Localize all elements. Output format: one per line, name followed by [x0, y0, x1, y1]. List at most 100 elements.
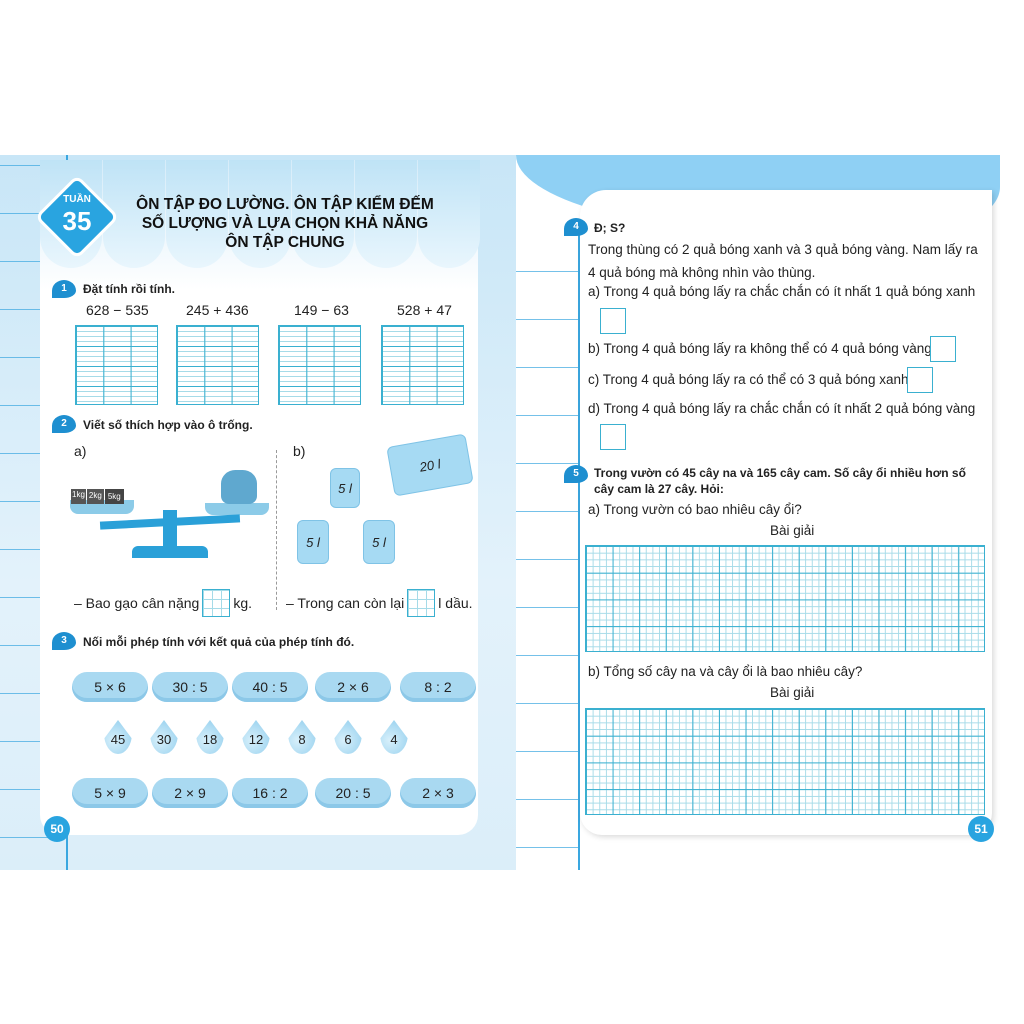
scale-pan-right — [205, 503, 269, 515]
problem: 245 + 436 — [186, 302, 249, 318]
weight-1kg: 1kg — [71, 489, 86, 504]
true-false-box[interactable] — [907, 367, 933, 393]
answer-grid[interactable] — [381, 325, 464, 405]
expression-cloud[interactable]: 30 : 5 — [152, 663, 228, 702]
awning-scallop — [229, 160, 291, 268]
ruled-line — [0, 213, 66, 214]
part-label: b) — [293, 443, 306, 459]
exercise-number: 3 — [52, 632, 76, 650]
answer-grid[interactable] — [75, 325, 158, 405]
awning-scallop — [292, 160, 354, 268]
expression-cloud[interactable]: 8 : 2 — [400, 663, 476, 702]
divider — [276, 450, 277, 610]
answer-grid[interactable] — [176, 325, 259, 405]
exercise-number: 1 — [52, 280, 76, 298]
page-number-right: 51 — [968, 816, 994, 842]
ruled-line — [0, 741, 66, 742]
true-false-box[interactable] — [600, 424, 626, 450]
ruled-line — [516, 751, 578, 752]
solution-label: Bài giải — [770, 685, 815, 700]
sentence-text: – Trong can còn lại — [286, 595, 405, 611]
page-title: ÔN TẬP ĐO LƯỜNG. ÔN TẬP KIỂM ĐẾM SỐ LƯỢN… — [120, 195, 450, 252]
intro-line: Trong thùng có 2 quả bóng xanh và 3 quả … — [588, 242, 978, 257]
ruled-line — [0, 837, 66, 838]
awning-scallop — [418, 160, 480, 268]
ruled-line — [0, 501, 66, 502]
expression-cloud[interactable]: 16 : 2 — [232, 769, 308, 808]
answer-box[interactable] — [202, 589, 231, 617]
small-can: 5 l — [330, 468, 360, 508]
expression-cloud[interactable]: 5 × 9 — [72, 769, 148, 808]
ruled-line — [0, 597, 66, 598]
sentence-text: – Bao gạo cân nặng — [74, 595, 200, 611]
ruled-line — [516, 319, 578, 320]
true-false-box[interactable] — [600, 308, 626, 334]
expression-cloud[interactable]: 5 × 6 — [72, 663, 148, 702]
exercise-number: 5 — [564, 465, 588, 483]
exercise-heading: Đ; S? — [594, 221, 626, 235]
expression-cloud[interactable]: 20 : 5 — [315, 769, 391, 808]
ruled-line — [516, 511, 578, 512]
problem: 528 + 47 — [397, 302, 452, 318]
statement-b: b) Trong 4 quả bóng lấy ra không thể có … — [588, 341, 932, 356]
weight-2kg: 2kg — [86, 489, 104, 504]
small-can-label: 5 l — [306, 535, 320, 550]
rice-bag-icon — [221, 470, 257, 504]
ex4-intro: Trong thùng có 2 quả bóng xanh và 3 quả … — [588, 238, 978, 284]
statement-c: c) Trong 4 quả bóng lấy ra có thể có 3 q… — [588, 372, 909, 387]
sentence-unit: l dầu. — [438, 595, 473, 611]
ruled-line — [516, 367, 578, 368]
ruled-line — [516, 607, 578, 608]
ruled-line — [0, 645, 66, 646]
ruled-line — [516, 271, 578, 272]
expression-cloud[interactable]: 2 × 9 — [152, 769, 228, 808]
scale-base — [132, 546, 208, 558]
small-can-label: 5 l — [338, 481, 352, 496]
ruled-line — [0, 405, 66, 406]
solution-grid-b[interactable] — [585, 708, 985, 815]
small-can: 5 l — [297, 520, 329, 564]
true-false-box[interactable] — [930, 336, 956, 362]
title-line: ÔN TẬP CHUNG — [225, 234, 345, 251]
solution-grid-a[interactable] — [585, 545, 985, 652]
ruled-line — [0, 453, 66, 454]
problem: 149 − 63 — [294, 302, 349, 318]
week-number: 35 — [62, 206, 92, 236]
answer-line-b: – Trong can còn lại l dầu. — [286, 589, 473, 617]
statement-a: a) Trong 4 quả bóng lấy ra chắc chắn có … — [588, 284, 976, 299]
expression-cloud[interactable]: 40 : 5 — [232, 663, 308, 702]
exercise-heading: Nối mỗi phép tính với kết quả của phép t… — [83, 635, 355, 649]
ruled-line — [0, 261, 66, 262]
answer-line-a: – Bao gạo cân nặng kg. — [74, 589, 252, 617]
ruled-line — [0, 789, 66, 790]
title-line: ÔN TẬP ĐO LƯỜNG. ÔN TẬP KIỂM ĐẾM — [136, 196, 434, 213]
small-can: 5 l — [363, 520, 395, 564]
small-can-label: 5 l — [372, 535, 386, 550]
exercise-heading: Trong vườn có 45 cây na và 165 cây cam. … — [594, 465, 966, 497]
ruled-line — [516, 463, 578, 464]
answer-grid[interactable] — [278, 325, 361, 405]
awning-scallop — [355, 160, 417, 268]
statement-d: d) Trong 4 quả bóng lấy ra chắc chắn có … — [588, 401, 976, 416]
answer-box[interactable] — [407, 589, 436, 617]
week-label: TUẦN — [63, 194, 91, 205]
question-a: a) Trong vườn có bao nhiêu cây ổi? — [588, 502, 802, 517]
title-line: SỐ LƯỢNG VÀ LỰA CHỌN KHẢ NĂNG — [141, 215, 429, 232]
expression-cloud[interactable]: 2 × 3 — [400, 769, 476, 808]
intro-line: 4 quả bóng mà không nhìn vào thùng. — [588, 265, 816, 280]
sentence-unit: kg. — [233, 595, 253, 611]
weight-5kg: 5kg — [104, 489, 124, 504]
awning-scallop — [166, 160, 228, 268]
ruled-line — [516, 703, 578, 704]
ruled-line — [516, 415, 578, 416]
ruled-line — [0, 357, 66, 358]
question-b: b) Tổng số cây na và cây ổi là bao nhiêu… — [588, 664, 863, 679]
weights: 1kg 2kg 5kg — [71, 489, 124, 504]
ruled-line — [516, 799, 578, 800]
expression-cloud[interactable]: 2 × 6 — [315, 663, 391, 702]
part-label: a) — [74, 443, 87, 459]
ruled-line — [0, 309, 66, 310]
margin-line-right — [578, 230, 580, 870]
solution-label: Bài giải — [770, 523, 815, 538]
heading-line: Trong vườn có 45 cây na và 165 cây cam. … — [594, 466, 966, 480]
